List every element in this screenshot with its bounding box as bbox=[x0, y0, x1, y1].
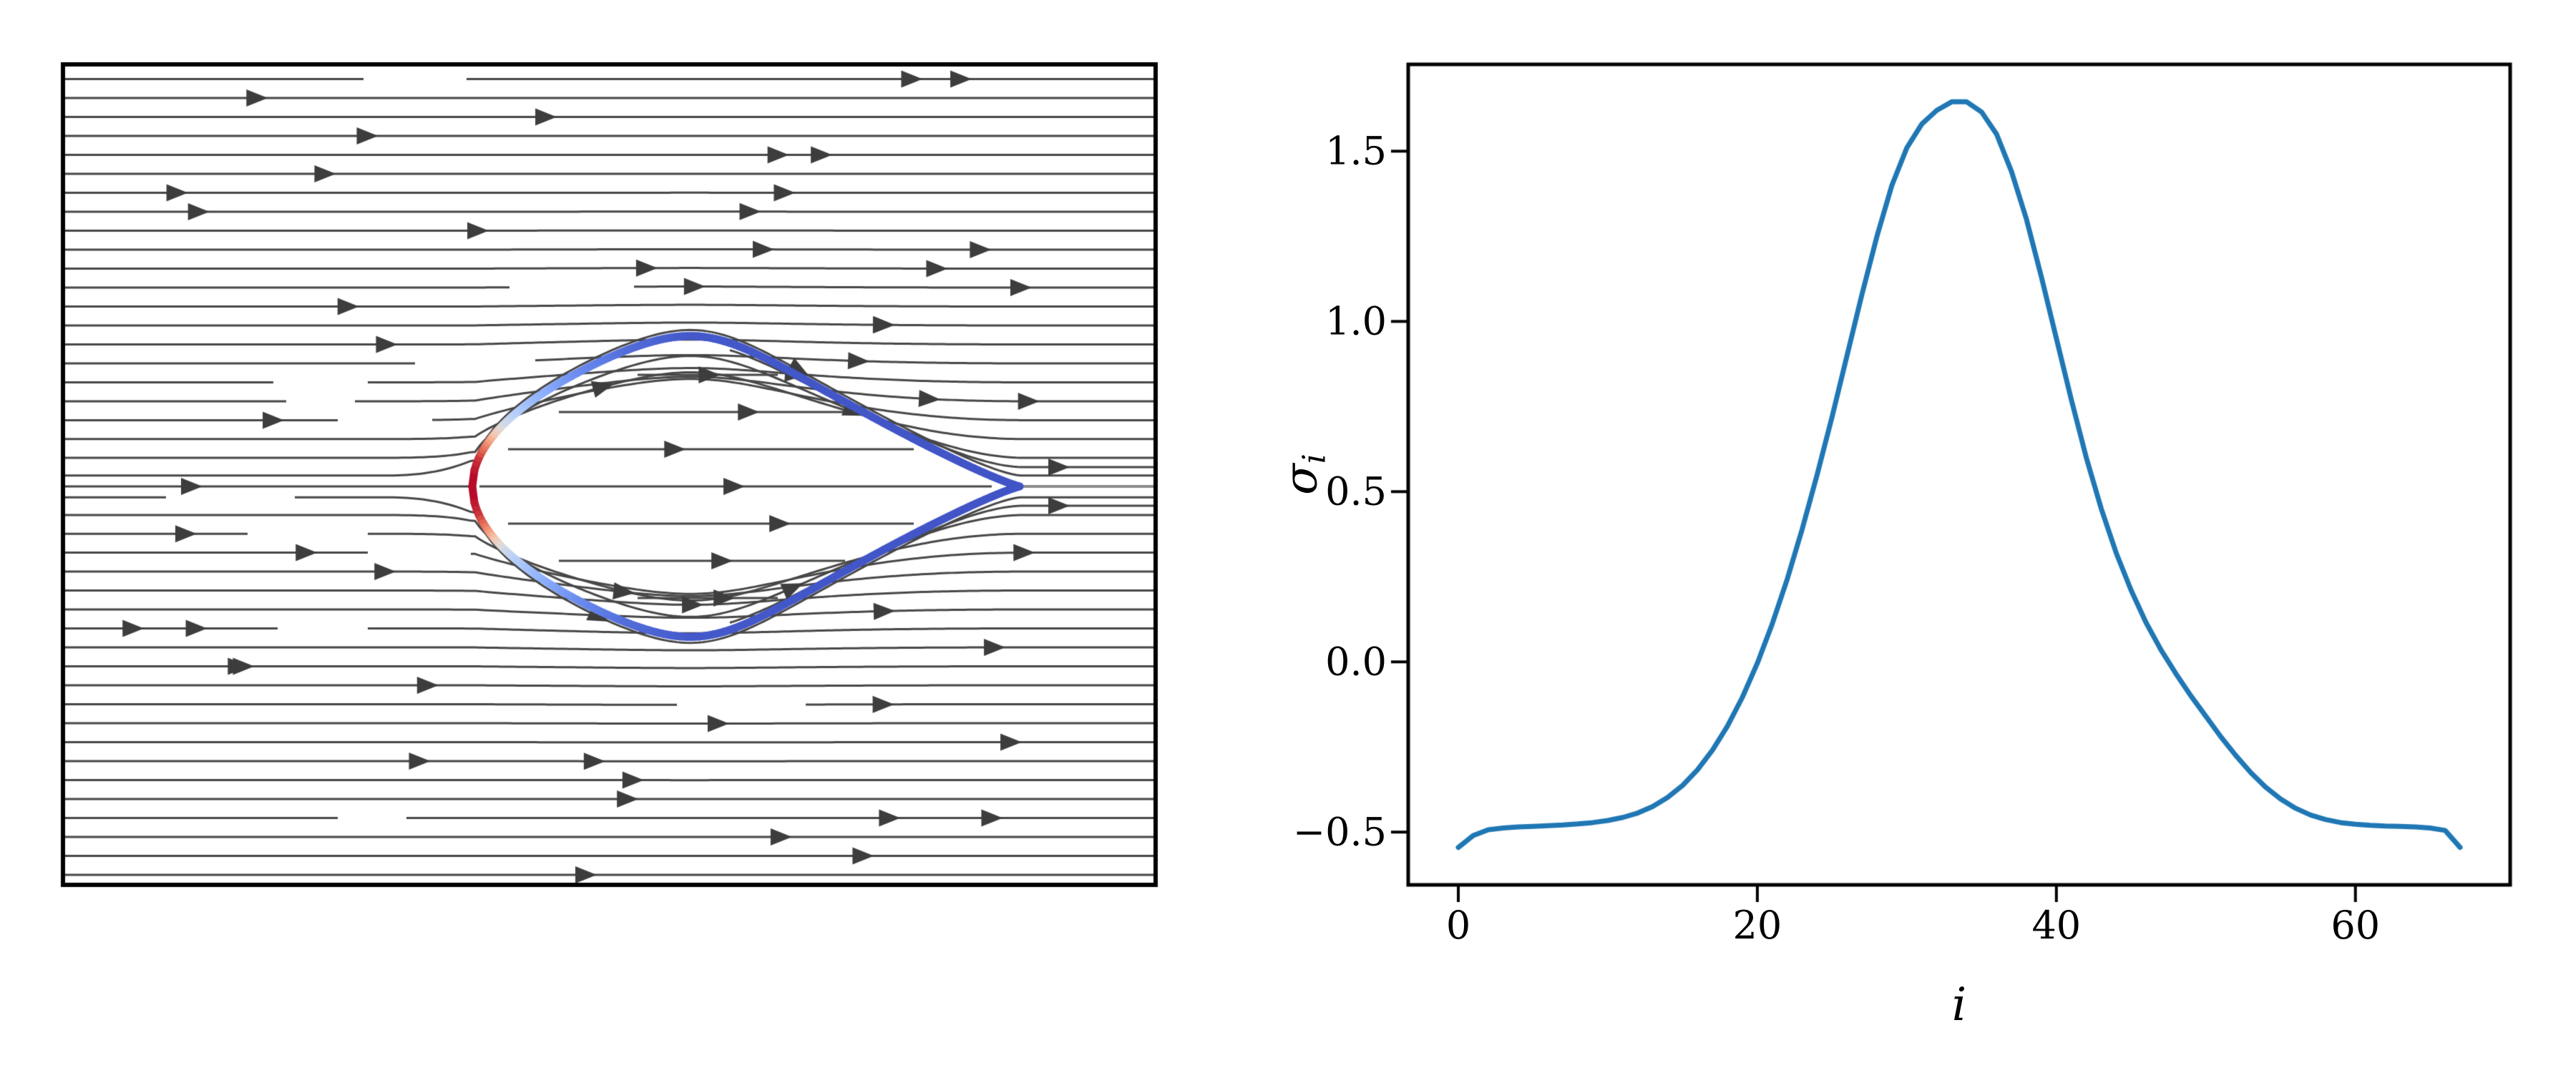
x-tick-label: 20 bbox=[1732, 903, 1782, 948]
y-tick-label: −0.5 bbox=[1292, 809, 1387, 855]
y-tick-label: 0.0 bbox=[1325, 639, 1387, 685]
y-tick-label: 0.5 bbox=[1325, 469, 1387, 514]
y-tick-label: 1.0 bbox=[1325, 298, 1387, 344]
y-axis-title-base: σ bbox=[1274, 464, 1328, 495]
y-tick-label: 1.5 bbox=[1325, 128, 1387, 174]
x-tick-label: 40 bbox=[2031, 903, 2082, 948]
x-axis-title: i bbox=[1951, 979, 1967, 1032]
x-tick-label: 0 bbox=[1445, 903, 1471, 948]
y-axis-title: σi bbox=[1275, 454, 1333, 495]
y-axis-title-sub: i bbox=[1296, 454, 1333, 464]
x-tick-label: 60 bbox=[2331, 903, 2381, 948]
